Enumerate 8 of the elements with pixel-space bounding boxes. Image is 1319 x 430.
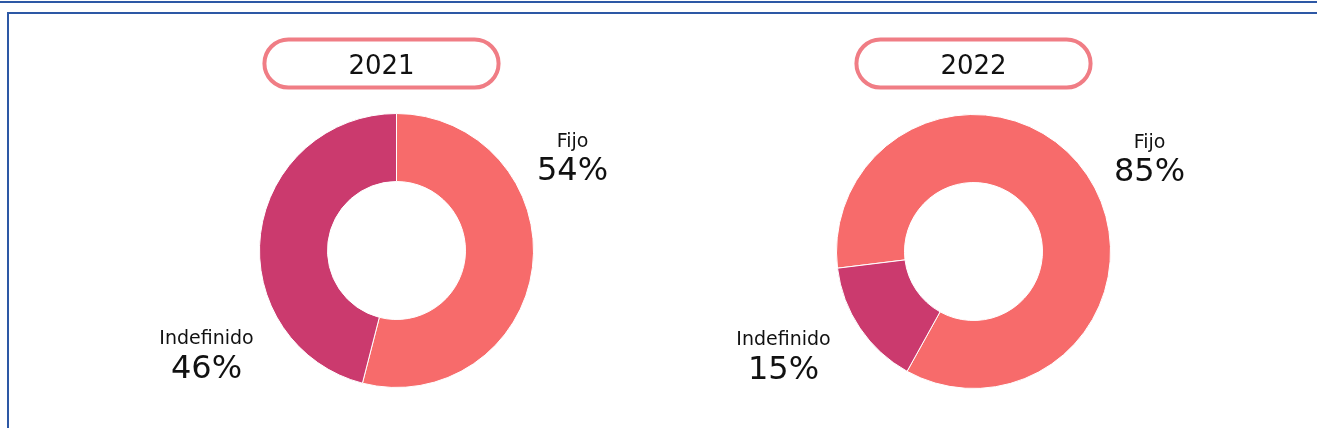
slice-label: Indefinido [159, 325, 254, 348]
chart-title: 2022 [940, 49, 1007, 80]
slice-label: Fijo [556, 128, 589, 151]
chart-title: 2021 [348, 49, 415, 80]
slice-label: Indefinido [736, 326, 831, 349]
slice-label: Fijo [1133, 129, 1166, 152]
data-label: 46% [170, 347, 243, 386]
data-label: 15% [747, 348, 820, 387]
